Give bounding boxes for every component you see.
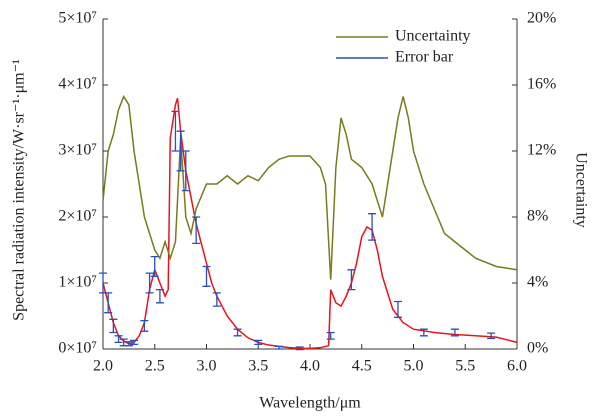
x-tick-label: 5.5 (455, 358, 475, 375)
error-bar (419, 328, 428, 337)
error-bar (176, 130, 185, 172)
series-line (102, 97, 518, 350)
error-bar (171, 110, 180, 152)
y2-tick-label: 4% (527, 274, 548, 291)
series-line (102, 94, 518, 280)
x-tick-label: 3.0 (197, 358, 217, 375)
legend-label: Error bar (395, 49, 454, 66)
x-tick-label: 3.5 (248, 358, 268, 375)
error-bar (124, 341, 133, 347)
error-bar (368, 213, 377, 241)
error-bar (254, 339, 263, 346)
error-bar (450, 328, 459, 337)
error-bar (150, 255, 159, 278)
error-bar (109, 318, 118, 334)
y-axis-label: Spectral radiation intensity/W·sr⁻¹·μm⁻¹ (11, 59, 28, 321)
x-tick-label: 6.0 (507, 358, 527, 375)
y-tick-label: 0×10⁷ (58, 340, 97, 357)
y-tick-label: 4×10⁷ (58, 76, 97, 93)
error-bar (104, 292, 113, 314)
y-tick-label: 3×10⁷ (58, 142, 97, 159)
y-tick-label: 1×10⁷ (58, 274, 97, 291)
error-bar (487, 332, 496, 340)
error-bar (155, 288, 164, 304)
y-tick-label: 2×10⁷ (58, 208, 97, 225)
error-bar (202, 265, 211, 287)
error-bar (326, 331, 335, 340)
y2-tick-label: 8% (527, 208, 548, 225)
y2-tick-label: 20% (527, 10, 556, 27)
error-bar (212, 292, 221, 307)
y-tick-label: 5×10⁷ (58, 10, 97, 27)
y2-tick-label: 16% (527, 76, 556, 93)
x-tick-label: 2.5 (145, 358, 165, 375)
x-axis-label: Wavelength/μm (259, 395, 361, 412)
x-tick-label: 4.0 (300, 358, 320, 375)
error-bar (233, 328, 242, 337)
legend-label: Uncertainty (395, 28, 471, 45)
y2-axis-label: Uncertainty (572, 152, 589, 228)
error-bar (274, 345, 283, 350)
x-tick-label: 4.5 (352, 358, 372, 375)
error-bar (145, 272, 154, 294)
y2-tick-label: 12% (527, 142, 556, 159)
error-bar (114, 335, 123, 344)
error-bar (130, 339, 139, 346)
y2-tick-label: 0% (527, 340, 548, 357)
error-bar (181, 150, 190, 192)
error-bar (347, 269, 356, 291)
x-tick-label: 2.0 (93, 358, 113, 375)
error-bar (295, 346, 304, 351)
error-bar (393, 300, 402, 318)
x-tick-label: 5.0 (404, 358, 424, 375)
error-bar (192, 216, 201, 245)
error-bar (140, 319, 149, 332)
